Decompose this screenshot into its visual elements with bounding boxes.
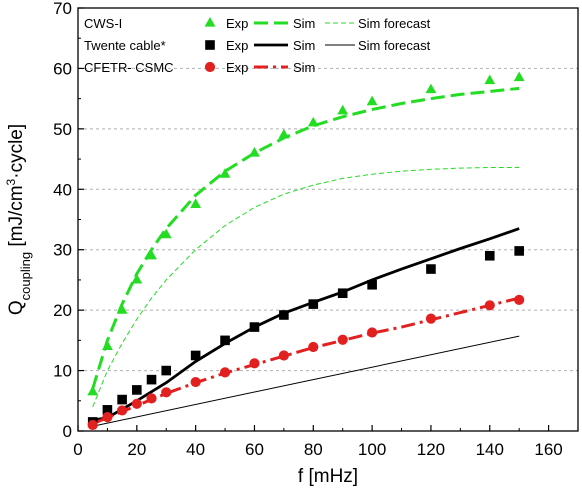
series-line-twente-cable--sim — [92, 227, 520, 422]
y-tick-label: 30 — [53, 241, 72, 260]
legend-label-forecast: Sim forecast — [358, 38, 431, 53]
y-axis-title-units-end: ·cycle] — [6, 124, 27, 179]
data-point — [484, 250, 495, 261]
y-axis-title-superscript: 3 — [4, 178, 18, 185]
x-tick-label: 80 — [304, 440, 323, 459]
data-point — [117, 405, 128, 416]
y-axis-title: Qcoupling [mJ/cm3·cycle] — [4, 124, 33, 315]
series-line-cws-i-sim — [91, 86, 520, 390]
plot-series — [87, 71, 525, 431]
data-point — [190, 350, 201, 361]
data-point — [160, 228, 172, 239]
data-point — [117, 394, 127, 405]
legend-group-label: CFETR- CSMC — [84, 60, 174, 75]
data-point — [367, 279, 377, 290]
series-points-cws-i — [87, 71, 525, 396]
legend-label-sim: Sim — [293, 60, 315, 75]
data-point — [102, 412, 113, 423]
data-point — [278, 128, 290, 139]
data-point — [514, 246, 524, 256]
series-line-cws-i-sim-forecast — [92, 167, 520, 407]
y-axis-title-main: Q — [6, 300, 27, 315]
axis-ticks: 0 20 40 60 80 100 120 140 160 0 10 20 30 40 50 60 70 — [53, 0, 563, 459]
x-tick-label: 40 — [186, 440, 205, 459]
data-point — [513, 71, 525, 82]
y-tick-label: 60 — [53, 59, 72, 78]
data-point — [366, 95, 378, 106]
data-point — [190, 198, 202, 208]
data-point — [102, 340, 113, 350]
x-tick-label: 140 — [476, 440, 504, 459]
y-tick-label: 50 — [53, 120, 72, 139]
data-point — [308, 341, 319, 353]
y-tick-label: 10 — [53, 362, 72, 381]
data-point — [131, 273, 143, 284]
x-tick-label: 20 — [127, 440, 146, 459]
x-tick-label: 120 — [417, 440, 445, 459]
x-tick-label: 0 — [73, 440, 82, 459]
data-point — [337, 104, 349, 115]
data-point — [87, 419, 98, 431]
legend: CWS-I Exp Sim Sim forecast Twente cable* Exp S… — [84, 16, 431, 75]
x-tick-label: 100 — [358, 440, 386, 459]
data-point — [161, 387, 172, 398]
series-line-twente-cable--sim-forecast — [92, 335, 520, 427]
data-point — [131, 398, 142, 409]
data-point — [190, 376, 201, 388]
data-point — [367, 327, 378, 338]
series-line-cfetr-csmc-sim — [92, 296, 520, 426]
grid-lines — [78, 67, 578, 372]
y-tick-label: 40 — [53, 180, 72, 199]
data-point — [146, 249, 157, 260]
data-point — [219, 168, 231, 178]
data-point — [484, 300, 495, 311]
data-point — [484, 74, 496, 85]
x-tick-label: 60 — [245, 440, 264, 459]
data-point — [279, 310, 289, 320]
x-axis-title: f [mHz] — [298, 466, 358, 487]
y-tick-label: 70 — [53, 0, 72, 18]
legend-marker — [205, 40, 215, 50]
data-point — [249, 147, 260, 157]
y-axis-title-subscript: coupling — [18, 252, 33, 300]
data-point — [514, 294, 525, 305]
data-point — [308, 299, 319, 309]
data-point — [102, 405, 113, 415]
data-point — [425, 313, 437, 324]
data-point — [146, 374, 157, 385]
legend-group-label: Twente cable* — [84, 38, 166, 53]
y-tick-label: 0 — [63, 422, 72, 441]
legend-label-exp: Exp — [226, 16, 248, 31]
legend-label-sim: Sim — [293, 16, 315, 31]
data-point — [337, 334, 348, 345]
data-point — [278, 350, 289, 361]
y-tick-label: 20 — [53, 301, 72, 320]
data-point — [132, 385, 142, 395]
data-point — [249, 358, 260, 369]
data-point — [337, 288, 348, 299]
y-axis-title-units: [mJ/cm — [6, 185, 27, 252]
data-point — [146, 393, 157, 404]
data-point — [87, 385, 99, 396]
data-point — [161, 365, 172, 376]
legend-marker — [204, 61, 216, 73]
data-point — [307, 116, 319, 127]
legend-label-forecast: Sim forecast — [358, 16, 431, 31]
series-points-cfetr-csmc — [87, 294, 525, 431]
legend-marker — [204, 17, 216, 27]
data-point — [220, 335, 230, 346]
legend-label-sim: Sim — [293, 38, 315, 53]
data-point — [116, 304, 128, 314]
data-point — [249, 322, 260, 332]
legend-label-exp: Exp — [226, 60, 248, 75]
x-tick-label: 160 — [534, 440, 562, 459]
legend-group-label: CWS-I — [84, 16, 122, 31]
data-point — [425, 83, 437, 94]
data-point — [219, 367, 231, 378]
data-point — [426, 264, 436, 274]
legend-label-exp: Exp — [226, 38, 248, 53]
